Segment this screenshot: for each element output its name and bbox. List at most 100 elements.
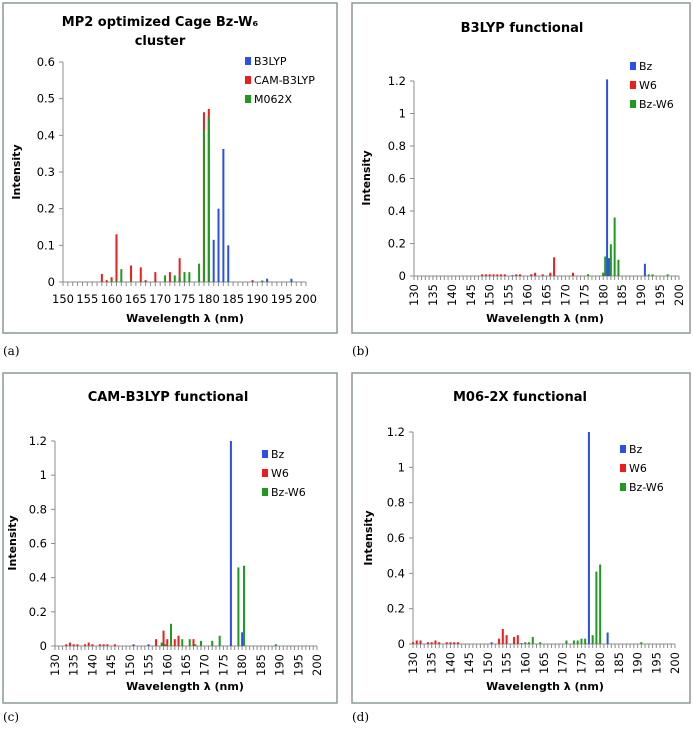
bar: [492, 274, 495, 276]
bar: [500, 274, 503, 276]
y-tick-label: 1: [399, 107, 406, 121]
bar: [647, 274, 650, 276]
bar: [565, 640, 568, 644]
bar: [229, 441, 232, 646]
x-tick-label: 130: [407, 284, 421, 306]
x-tick-label: 200: [310, 654, 324, 676]
x-tick-label: 195: [649, 652, 663, 674]
bar: [274, 644, 277, 646]
bar: [87, 642, 90, 646]
x-tick-label: 150: [483, 284, 497, 306]
x-tick-label: 185: [222, 292, 244, 306]
bar: [83, 644, 86, 646]
chart-title: cluster: [135, 34, 186, 49]
bar: [144, 280, 147, 282]
bar: [120, 269, 123, 282]
bar: [181, 639, 184, 646]
x-tick-label: 180: [198, 292, 220, 306]
bar: [218, 635, 221, 646]
bar: [173, 639, 176, 646]
bar: [115, 234, 118, 282]
legend-label: Bz-W6: [271, 486, 306, 499]
bar: [640, 642, 643, 644]
bar: [488, 274, 491, 276]
y-tick-label: 1: [398, 460, 405, 474]
bar: [110, 280, 113, 282]
y-tick-label: 0.4: [29, 571, 47, 585]
x-tick-label: 175: [577, 284, 591, 306]
bar: [168, 272, 171, 282]
bar: [434, 640, 437, 644]
x-tick-label: 185: [254, 654, 268, 676]
x-tick-label: 170: [149, 292, 171, 306]
y-tick-label: 0.8: [387, 496, 405, 510]
y-tick-label: 0.4: [37, 128, 55, 142]
chart-title: MP2 optimized Cage Bz-W₆: [62, 15, 259, 30]
bar: [241, 632, 244, 646]
bar: [65, 644, 68, 646]
y-tick-label: 0: [48, 275, 55, 289]
bar: [178, 258, 181, 282]
series-bz: [132, 441, 244, 646]
bar: [173, 275, 176, 282]
bar: [130, 280, 133, 282]
bar: [607, 258, 610, 276]
bar: [456, 642, 459, 644]
chart-title: M06-2X functional: [453, 390, 587, 405]
bar: [183, 272, 186, 282]
x-tick-label: 150: [52, 292, 74, 306]
bar: [576, 640, 579, 644]
bar: [572, 640, 575, 644]
legend-swatch: [630, 81, 636, 89]
x-tick-label: 165: [125, 292, 147, 306]
bar: [188, 639, 191, 646]
x-tick-label: 195: [653, 284, 667, 306]
series-w6: [65, 630, 195, 646]
x-tick-label: 170: [198, 654, 212, 676]
bar: [496, 274, 499, 276]
y-axis-label: Intensity: [10, 144, 23, 199]
y-tick-label: 0.2: [29, 605, 47, 619]
legend-label: Bz: [271, 448, 285, 461]
legend-swatch: [262, 469, 268, 477]
bar: [419, 640, 422, 644]
bar: [602, 272, 605, 276]
y-tick-label: 0: [40, 639, 47, 653]
x-tick-label: 175: [216, 654, 230, 676]
x-tick-label: 165: [540, 284, 554, 306]
y-tick-label: 0.1: [37, 238, 55, 252]
x-tick-label: 145: [104, 654, 118, 676]
x-tick-label: 190: [634, 284, 648, 306]
legend-swatch: [245, 76, 251, 84]
bar: [498, 638, 501, 644]
x-tick-label: 190: [246, 292, 268, 306]
bar: [412, 642, 414, 644]
bar: [553, 257, 556, 276]
bar: [222, 148, 225, 282]
legend-label: W6: [639, 79, 657, 92]
bar: [643, 263, 646, 276]
bar: [513, 636, 516, 644]
legend-label: Bz: [629, 443, 643, 456]
bar: [91, 644, 94, 646]
bar: [72, 644, 75, 646]
bar: [160, 642, 163, 646]
x-axis-label: Wavelength λ (nm): [486, 680, 604, 693]
panel-label: (c): [3, 710, 19, 724]
bar: [132, 644, 135, 646]
bar: [572, 272, 574, 276]
x-tick-label: 145: [462, 652, 476, 674]
bar: [251, 280, 254, 282]
bar: [591, 635, 594, 644]
bar: [76, 644, 79, 646]
legend-label: Bz-W6: [639, 98, 674, 111]
x-tick-label: 200: [668, 652, 682, 674]
chart-panel-0: (a) MP2 optimized Cage Bz-W₆ cluster 150 155…: [2, 2, 338, 358]
bar: [164, 644, 167, 646]
legend-swatch: [262, 450, 268, 458]
x-tick-label: 195: [271, 292, 293, 306]
x-tick-label: 175: [574, 652, 588, 674]
bar: [445, 642, 448, 644]
chart-title: CAM-B3LYP functional: [88, 390, 249, 405]
bar: [426, 642, 429, 644]
